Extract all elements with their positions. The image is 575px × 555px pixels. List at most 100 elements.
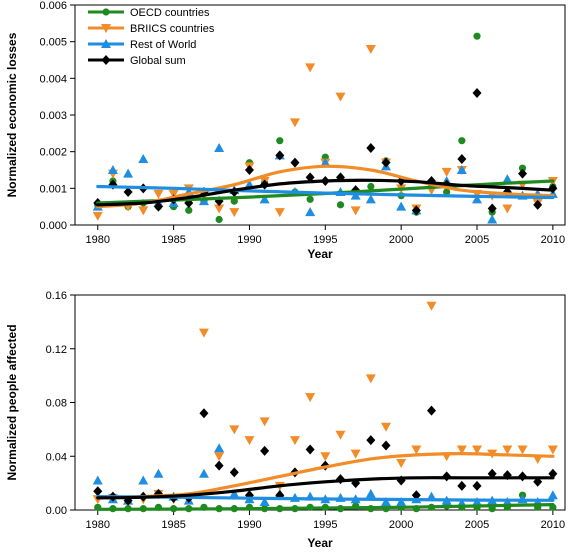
y-tick-label: 0.08 [46, 398, 67, 410]
y-tick-label: 0.000 [39, 220, 67, 232]
y-tick-label: 0.16 [46, 290, 67, 302]
trend-line-briics [96, 164, 555, 209]
data-point-row [259, 496, 270, 506]
x-tick-label: 2000 [389, 519, 413, 531]
data-point-briics [365, 374, 376, 384]
x-tick-label: 1985 [161, 519, 185, 531]
trend-line-oecd [96, 503, 555, 511]
data-point-oecd [185, 206, 193, 214]
x-tick-label: 2005 [465, 519, 489, 531]
x-tick-label: 1985 [161, 234, 185, 246]
data-point-briics [138, 206, 149, 216]
data-point-global [153, 201, 163, 212]
data-point-row [456, 165, 467, 174]
y-tick-label: 0.005 [39, 37, 67, 49]
data-point-global [244, 165, 254, 175]
x-tick-label: 2000 [389, 234, 413, 246]
data-point-oecd [215, 215, 223, 224]
data-point-row [502, 174, 513, 184]
x-tick-label: 2010 [541, 234, 565, 246]
data-point-global [305, 444, 315, 455]
data-point-briics [289, 436, 300, 446]
data-point-oecd [473, 32, 481, 40]
legend-marker-global [101, 55, 111, 65]
x-tick-label: 1990 [237, 519, 261, 531]
trend-line-global [96, 178, 555, 207]
y-tick-label: 0.12 [46, 344, 67, 356]
legend-label-briics: BRIICS countries [130, 23, 215, 35]
data-point-briics [517, 445, 528, 455]
data-point-briics [335, 430, 346, 440]
data-point-briics [229, 425, 240, 435]
data-point-row [198, 196, 209, 206]
data-point-row [380, 496, 391, 506]
data-point-global [411, 205, 421, 216]
data-point-global [366, 143, 376, 153]
data-point-global [366, 435, 376, 446]
data-point-global [275, 150, 285, 161]
data-point-oecd [306, 195, 314, 203]
series-briics-points [92, 301, 558, 506]
data-point-row [547, 490, 558, 500]
data-point-row [365, 194, 376, 204]
data-point-briics [214, 204, 225, 214]
data-point-briics [335, 92, 346, 102]
data-point-briics [274, 208, 285, 218]
data-point-global [229, 467, 239, 478]
data-point-briics [502, 204, 513, 214]
data-point-global [487, 203, 497, 214]
data-point-briics [229, 208, 240, 218]
data-point-row [396, 201, 407, 211]
x-tick-label: 1980 [86, 234, 110, 246]
data-point-briics [411, 445, 422, 455]
data-point-row [472, 194, 483, 204]
data-point-global [290, 157, 300, 168]
data-point-briics [502, 445, 513, 455]
legend: OECD countries BRIICS countries Rest of Wo… [88, 7, 215, 67]
data-point-global [260, 445, 270, 456]
data-point-global [533, 199, 543, 210]
data-point-briics [198, 328, 209, 338]
data-point-row [214, 443, 225, 453]
data-point-global [472, 480, 482, 491]
data-point-global [199, 408, 209, 419]
data-point-global [214, 460, 224, 471]
data-point-briics [365, 45, 376, 54]
data-point-row [487, 214, 498, 224]
legend-label-global: Global sum [130, 55, 186, 67]
data-point-row [365, 488, 376, 498]
data-point-briics [305, 393, 316, 403]
x-tick-label: 1995 [313, 234, 337, 246]
x-tick-label: 1995 [313, 519, 337, 531]
y-axis-label: Normalized people affected [5, 324, 19, 480]
data-point-global [93, 486, 103, 497]
y-tick-label: 0.004 [39, 73, 67, 85]
data-point-briics [92, 211, 103, 221]
data-point-oecd [367, 182, 375, 191]
data-point-briics [396, 458, 407, 468]
data-point-row [107, 165, 118, 174]
data-point-briics [456, 445, 467, 455]
x-tick-label: 2010 [541, 519, 565, 531]
data-point-row [138, 154, 149, 163]
trend-line-global [96, 476, 555, 500]
data-point-oecd [336, 201, 345, 209]
data-point-briics [153, 189, 164, 199]
data-point-briics [380, 422, 391, 432]
y-tick-label: 0.003 [39, 110, 67, 122]
y-axis-label: Normalized economic losses [5, 32, 19, 197]
data-point-briics [244, 436, 255, 446]
data-point-row [396, 496, 407, 506]
x-axis-label: Year [307, 247, 333, 261]
data-point-briics [289, 118, 300, 128]
chart-panel-1: 1980 1985 1990 1995 2000 2005 2010 0.000 0.001 0.… [5, 0, 566, 261]
data-point-row [198, 468, 209, 478]
legend-marker-briics [101, 24, 111, 33]
data-point-row [123, 168, 134, 178]
data-point-oecd [518, 164, 527, 172]
y-tick-label: 0.002 [39, 147, 67, 159]
data-point-global [381, 157, 391, 168]
x-tick-label: 2005 [465, 234, 489, 246]
data-point-global [427, 405, 437, 416]
